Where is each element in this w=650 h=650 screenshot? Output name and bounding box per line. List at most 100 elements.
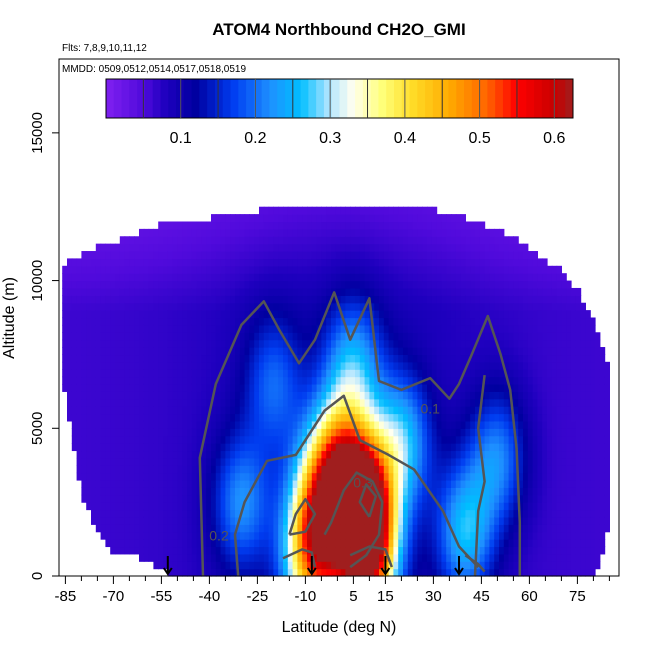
heatmap-cell xyxy=(379,339,385,348)
heatmap-cell xyxy=(379,420,385,429)
heatmap-cell xyxy=(407,509,414,518)
heatmap-cell xyxy=(311,280,318,289)
heatmap-cell xyxy=(455,457,462,466)
heatmap-cell xyxy=(182,509,188,518)
heatmap-cell xyxy=(172,383,178,392)
heatmap-cell xyxy=(484,509,490,518)
heatmap-cell xyxy=(499,502,505,511)
heatmap-cell xyxy=(412,324,418,333)
heatmap-cell xyxy=(268,487,274,496)
heatmap-cell xyxy=(201,280,207,289)
heatmap-cell xyxy=(249,435,255,444)
heatmap-cell xyxy=(350,324,356,333)
heatmap-cell xyxy=(547,398,553,407)
heatmap-cell xyxy=(518,398,524,407)
heatmap-cell xyxy=(100,413,106,422)
heatmap-cell xyxy=(359,413,366,422)
heatmap-cell xyxy=(177,472,183,481)
heatmap-cell xyxy=(503,287,510,296)
heatmap-cell xyxy=(475,472,481,481)
heatmap-cell xyxy=(436,568,442,577)
heatmap-cell xyxy=(417,516,423,525)
heatmap-cell xyxy=(412,391,418,400)
heatmap-cell xyxy=(412,406,418,415)
heatmap-cell xyxy=(215,221,222,230)
heatmap-cell xyxy=(561,428,567,437)
heatmap-cell xyxy=(403,450,409,459)
heatmap-cell xyxy=(196,273,202,282)
heatmap-cell xyxy=(403,295,409,304)
heatmap-cell xyxy=(403,465,409,474)
heatmap-cell xyxy=(355,251,361,260)
heatmap-cell xyxy=(326,236,332,245)
heatmap-cell xyxy=(134,428,140,437)
heatmap-cell xyxy=(455,435,462,444)
heatmap-cell xyxy=(134,383,140,392)
heatmap-cell xyxy=(412,428,418,437)
heatmap-cell xyxy=(446,435,452,444)
heatmap-cell xyxy=(91,287,97,296)
heatmap-cell xyxy=(172,295,178,304)
heatmap-cell xyxy=(441,413,447,422)
heatmap-cell xyxy=(561,516,567,525)
heatmap-cell xyxy=(331,391,337,400)
heatmap-cell xyxy=(239,479,246,488)
heatmap-cell xyxy=(345,273,351,282)
heatmap-cell xyxy=(153,339,159,348)
heatmap-cell xyxy=(335,479,342,488)
heatmap-cell xyxy=(422,531,428,540)
heatmap-cell xyxy=(503,472,510,481)
heatmap-cell xyxy=(489,406,495,415)
heatmap-cell xyxy=(220,435,226,444)
heatmap-cell xyxy=(273,531,279,540)
heatmap-cell xyxy=(369,369,375,378)
heatmap-cell xyxy=(513,369,519,378)
heatmap-cell xyxy=(460,509,466,518)
heatmap-cell xyxy=(158,553,164,562)
heatmap-cell xyxy=(407,413,414,422)
heatmap-cell xyxy=(110,376,116,385)
heatmap-cell xyxy=(249,509,255,518)
heatmap-cell xyxy=(446,546,452,555)
heatmap-cell xyxy=(508,236,514,245)
heatmap-cell xyxy=(95,302,102,311)
heatmap-cell xyxy=(307,553,313,562)
heatmap-cell xyxy=(556,457,562,466)
heatmap-cell xyxy=(465,413,471,422)
heatmap-cell xyxy=(350,214,356,223)
heatmap-cell xyxy=(383,354,390,363)
heatmap-cell xyxy=(225,280,231,289)
heatmap-cell xyxy=(134,398,140,407)
heatmap-cell xyxy=(383,479,390,488)
heatmap-cell xyxy=(537,539,543,548)
heatmap-cell xyxy=(316,251,322,260)
heatmap-cell xyxy=(407,273,414,282)
heatmap-cell xyxy=(470,383,476,392)
heatmap-cell xyxy=(355,502,361,511)
heatmap-cell xyxy=(316,524,322,533)
heatmap-cell xyxy=(455,398,462,407)
heatmap-cell xyxy=(100,302,106,311)
heatmap-cell xyxy=(230,214,236,223)
heatmap-cell xyxy=(191,398,198,407)
heatmap-cell xyxy=(403,524,409,533)
heatmap-cell xyxy=(398,206,404,215)
heatmap-cell xyxy=(172,539,178,548)
heatmap-cell xyxy=(196,524,202,533)
heatmap-cell xyxy=(518,420,524,429)
heatmap-cell xyxy=(134,361,140,370)
heatmap-cell xyxy=(254,228,260,237)
heatmap-cell xyxy=(355,435,361,444)
heatmap-cell xyxy=(105,287,111,296)
heatmap-cell xyxy=(201,236,207,245)
heatmap-cell xyxy=(403,561,409,570)
heatmap-cell xyxy=(196,413,202,422)
heatmap-cell xyxy=(331,487,337,496)
heatmap-cell xyxy=(182,457,188,466)
heatmap-cell xyxy=(215,317,222,326)
heatmap-cell xyxy=(575,516,582,525)
heatmap-cell xyxy=(532,273,538,282)
heatmap-cell xyxy=(556,465,562,474)
heatmap-cell xyxy=(441,494,447,503)
heatmap-cell xyxy=(484,516,490,525)
